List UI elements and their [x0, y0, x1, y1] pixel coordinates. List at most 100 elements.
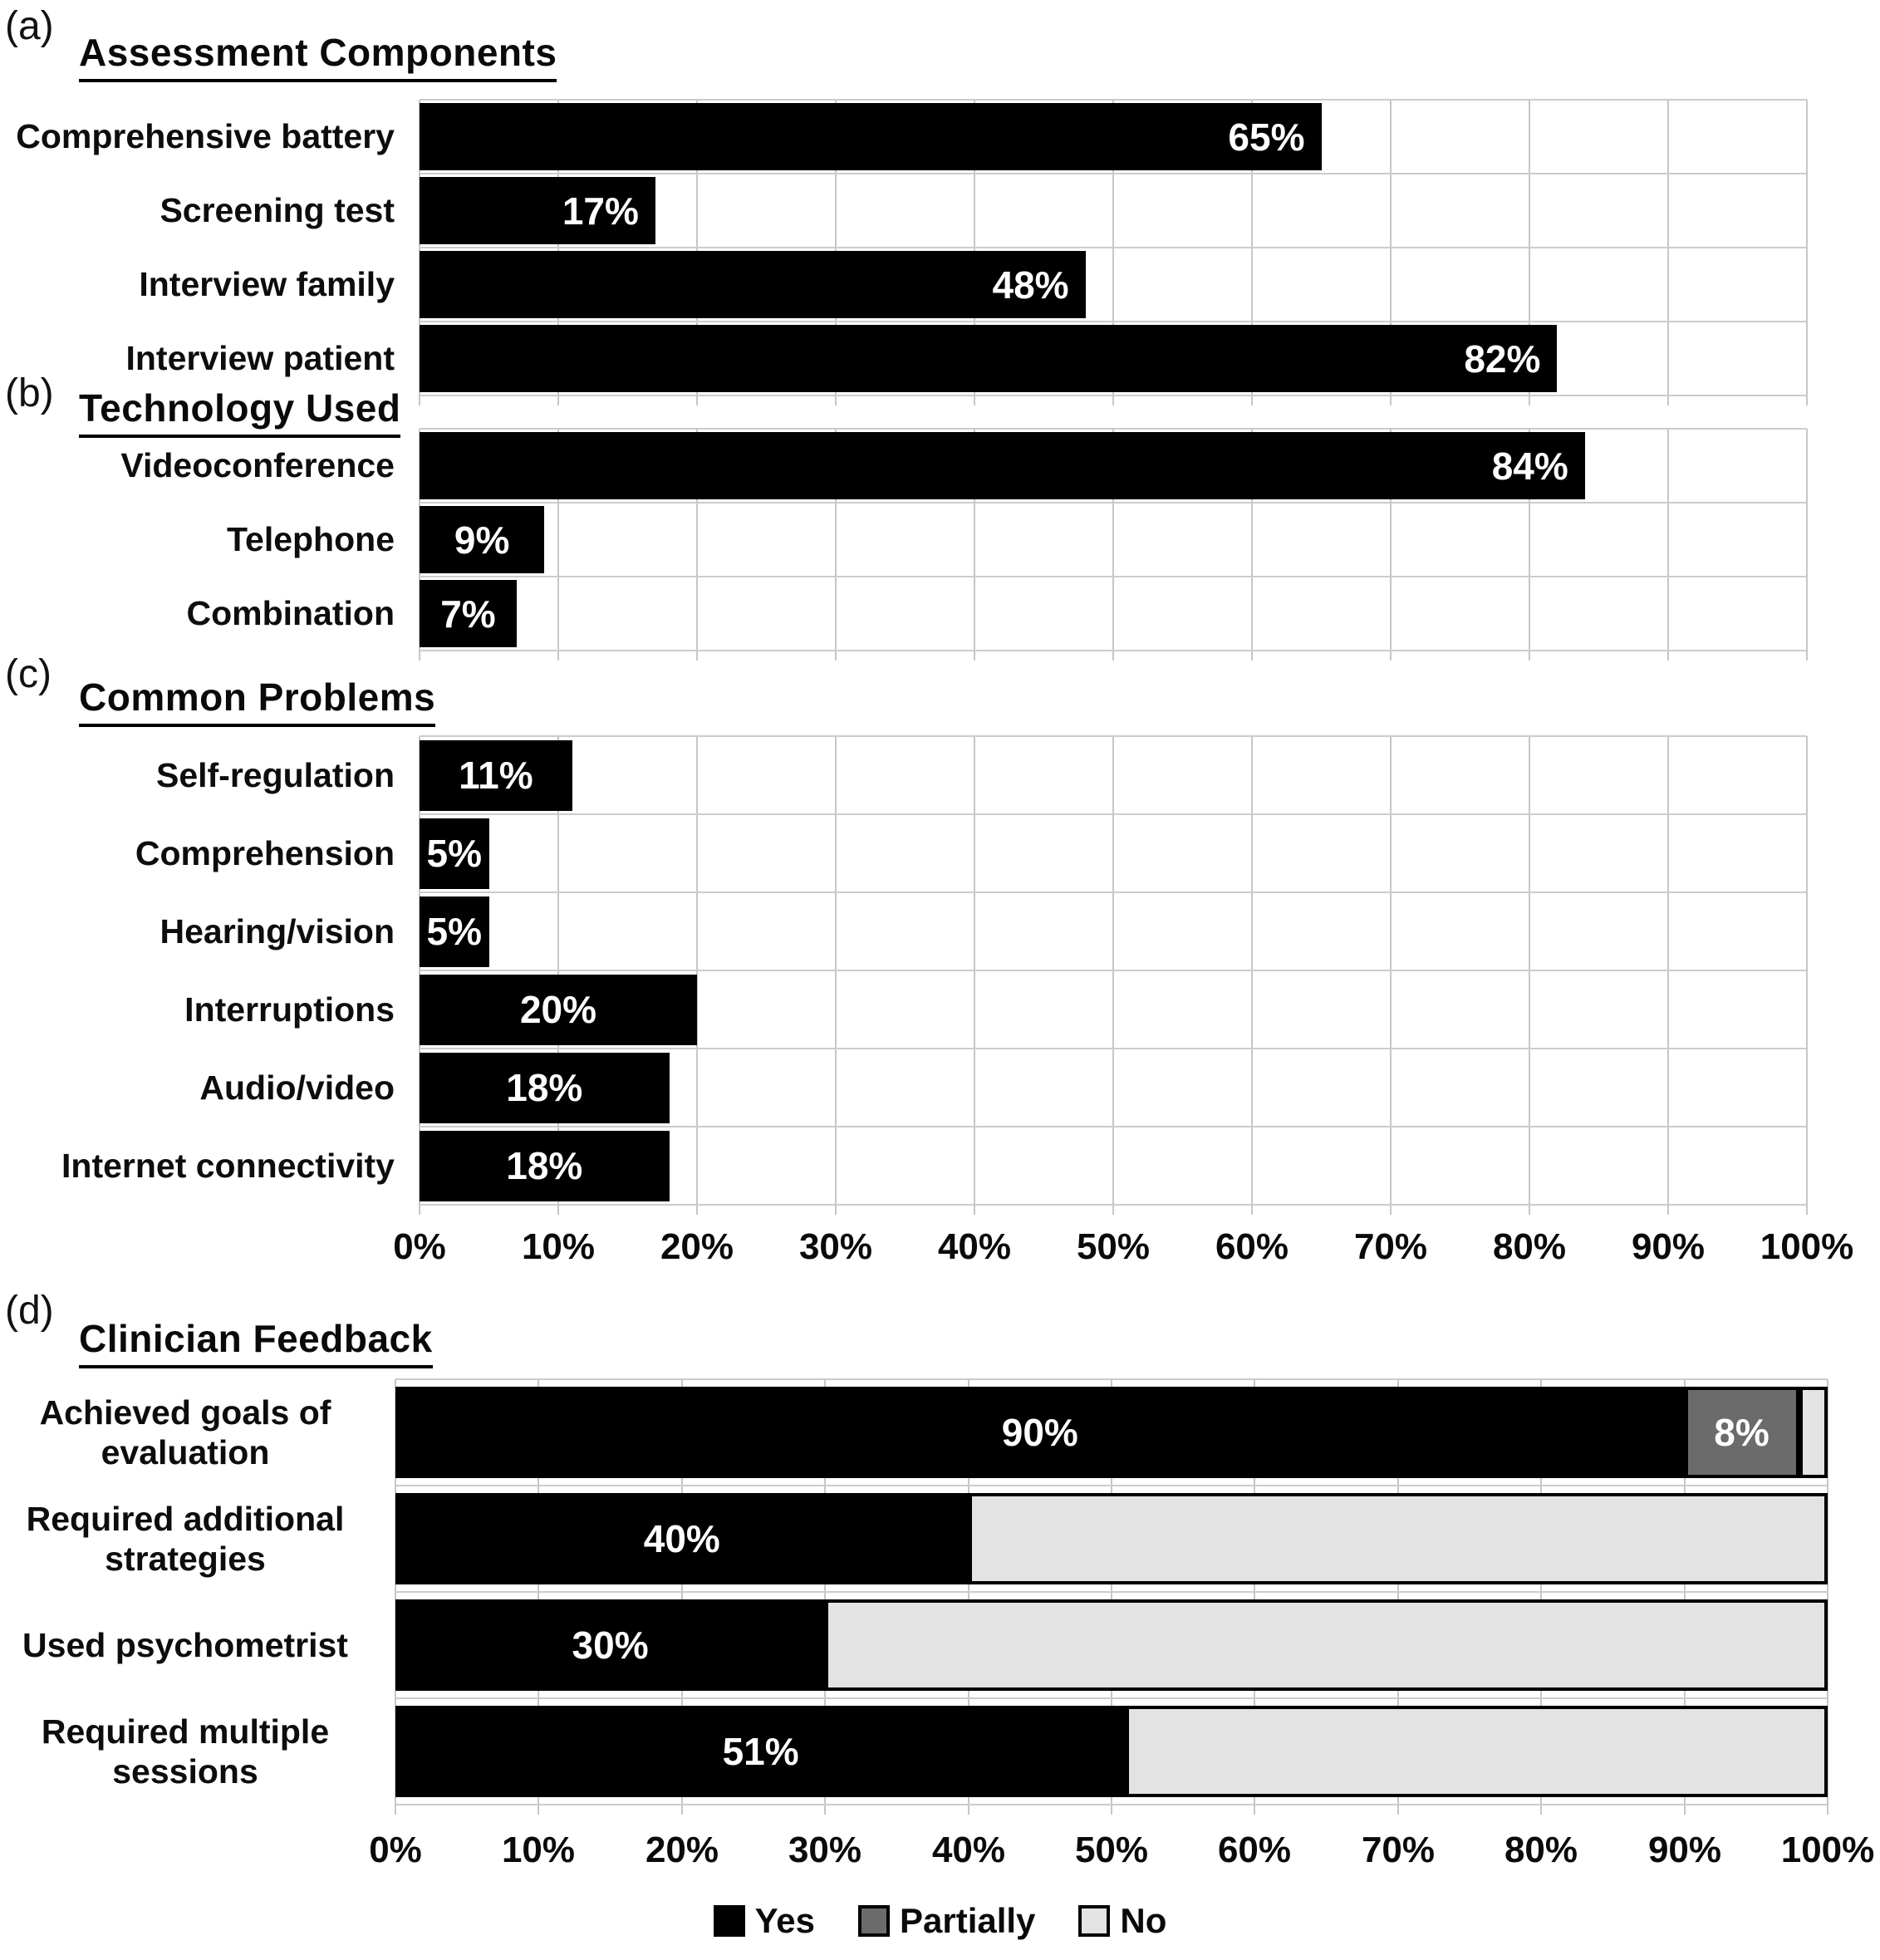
value-label-audio-video: 18% — [506, 1066, 583, 1109]
gridline-10 — [557, 429, 559, 651]
axis-tick-100 — [1806, 395, 1808, 405]
value-label-interruptions: 20% — [519, 988, 597, 1031]
panel-d-plot: Achieved goals of evaluation 90% 8% Require… — [22, 1378, 1828, 1815]
category-gridline — [420, 970, 1807, 971]
category-gridline — [395, 1697, 1828, 1699]
segment-label-partially-achieved-goals-of-evaluation: 8% — [1714, 1411, 1770, 1454]
axis-tick-40 — [974, 1205, 975, 1215]
gridline-100 — [1806, 736, 1808, 1205]
chart-row-hearing-vision: Hearing/vision 5% — [160, 892, 1807, 970]
category-label-screening-test: Screening test — [160, 191, 395, 230]
category-gridline — [420, 395, 1807, 396]
category-label-hearing-vision: Hearing/vision — [160, 911, 395, 951]
axis-tick-60 — [1254, 1805, 1255, 1815]
axis-tick-label-90pct: 90% — [1631, 1226, 1706, 1267]
axis-tick-10 — [557, 395, 559, 405]
segment-yes-used-psychometrist: 30% — [395, 1599, 826, 1691]
stacked-bar-achieved-goals-of-evaluation: 90% 8% — [395, 1387, 1828, 1478]
chart-row-self-regulation: Self-regulation 11% — [156, 736, 1807, 814]
axis-tick-0 — [395, 1805, 396, 1815]
segment-label-yes-achieved-goals-of-evaluation: 90% — [1001, 1411, 1078, 1454]
panel-c-title-text: Common Problems — [79, 675, 436, 727]
axis-tick-80 — [1529, 1205, 1530, 1215]
axis-tick-label-100pct: 100% — [1780, 1830, 1875, 1870]
category-label-achieved-goals-of-evaluation: Achieved goals of evaluation — [39, 1393, 331, 1471]
chart-row-interview-patient: Interview patient 82% — [125, 322, 1807, 395]
chart-row-comprehensive-battery: Comprehensive battery 65% — [16, 100, 1807, 174]
category-gridline — [420, 247, 1807, 248]
gridline-100 — [1806, 100, 1808, 395]
axis-tick-10 — [537, 1805, 539, 1815]
segment-no-used-psychometrist — [825, 1599, 1828, 1691]
chart-row-achieved-goals-of-evaluation: Achieved goals of evaluation 90% 8% — [40, 1379, 1828, 1486]
axis-tick-30 — [835, 1205, 837, 1215]
panel-d-title-text: Clinician Feedback — [79, 1316, 433, 1368]
chart-row-combination: Combination 7% — [186, 577, 1807, 651]
axis-tick-20 — [696, 395, 698, 405]
chart-row-screening-test: Screening test 17% — [160, 174, 1807, 248]
category-gridline — [420, 892, 1807, 893]
category-label-combination: Combination — [186, 594, 395, 633]
gridline-40 — [974, 429, 975, 651]
gridline-100 — [1827, 1379, 1828, 1805]
chart-row-interview-family: Interview family 48% — [139, 248, 1807, 322]
legend-label-yes: Yes — [754, 1901, 815, 1940]
panel-b-marker: (b) — [5, 371, 54, 415]
axis-tick-30 — [824, 1805, 826, 1815]
axis-tick-label-60pct: 60% — [1215, 1226, 1289, 1267]
value-label-self-regulation: 11% — [459, 754, 533, 797]
axis-tick-label-40pct: 40% — [937, 1226, 1012, 1267]
category-gridline — [420, 650, 1807, 651]
category-label-interruptions: Interruptions — [184, 990, 395, 1029]
category-gridline — [420, 173, 1807, 174]
category-label-self-regulation: Self-regulation — [155, 755, 395, 794]
category-label-audio-video: Audio/video — [199, 1068, 395, 1107]
axis-tick-30 — [835, 395, 837, 405]
category-gridline — [420, 576, 1807, 577]
axis-tick-label-70pct: 70% — [1353, 1226, 1428, 1267]
category-label-internet-connectivity: Internet connectivity — [61, 1146, 395, 1185]
category-gridline — [420, 321, 1807, 322]
legend-swatch-no — [1078, 1905, 1111, 1937]
value-label-hearing-vision: 5% — [426, 910, 482, 953]
segment-no-achieved-goals-of-evaluation — [1799, 1387, 1828, 1478]
axis-tick-100 — [1827, 1805, 1828, 1815]
axis-tick-50 — [1112, 1205, 1114, 1215]
panel-b-plot: Videoconference 84% Telephone 9% Combination… — [120, 428, 1808, 661]
segment-label-yes-required-additional-strategies: 40% — [643, 1517, 720, 1560]
segment-label-yes-required-multiple-sessions: 51% — [722, 1730, 799, 1773]
category-gridline — [420, 813, 1807, 815]
gridline-30 — [835, 429, 837, 651]
segment-partially-achieved-goals-of-evaluation: 8% — [1684, 1387, 1799, 1478]
axis-tick-20 — [681, 1805, 683, 1815]
axis-tick-label-100pct: 100% — [1760, 1226, 1854, 1267]
panel-a-plot: Comprehensive battery 65% Screening test 17… — [16, 99, 1808, 405]
category-gridline — [395, 1378, 1828, 1380]
gridline-90 — [1667, 429, 1669, 651]
category-label-interview-patient: Interview patient — [125, 339, 395, 378]
value-label-screening-test: 17% — [562, 189, 639, 233]
legend-item-partially: Partially — [857, 1901, 1035, 1941]
axis-tick-50 — [1112, 651, 1114, 661]
bar-videoconference: 84% — [420, 432, 1585, 499]
axis-tick-40 — [974, 651, 975, 661]
chart-row-required-multiple-sessions: Required multiple sessions 51% — [42, 1698, 1828, 1805]
category-label-videoconference: Videoconference — [120, 446, 395, 485]
bar-interview-patient: 82% — [420, 325, 1558, 392]
axis-tick-70 — [1397, 1805, 1399, 1815]
legend-item-yes: Yes — [713, 1901, 815, 1941]
axis-tick-50 — [1112, 395, 1114, 405]
axis-tick-90 — [1667, 1205, 1669, 1215]
category-gridline — [420, 502, 1807, 504]
panel-d-title: Clinician Feedback — [79, 1316, 433, 1368]
axis-tick-70 — [1390, 395, 1392, 405]
axis-tick-label-0pct: 0% — [393, 1226, 446, 1267]
value-label-interview-family: 48% — [992, 263, 1069, 307]
axis-tick-80 — [1529, 651, 1530, 661]
category-label-required-multiple-sessions: Required multiple sessions — [41, 1712, 330, 1791]
panel-b-title: Technology Used — [79, 386, 401, 438]
x-axis-panel-d: 0% 10% 20% 30% 40% 50% 60% 70% 80% 90% 100% — [369, 1830, 1874, 1876]
gridline-70 — [1390, 429, 1392, 651]
axis-tick-label-20pct: 20% — [645, 1830, 719, 1870]
axis-tick-label-60pct: 60% — [1217, 1830, 1292, 1870]
